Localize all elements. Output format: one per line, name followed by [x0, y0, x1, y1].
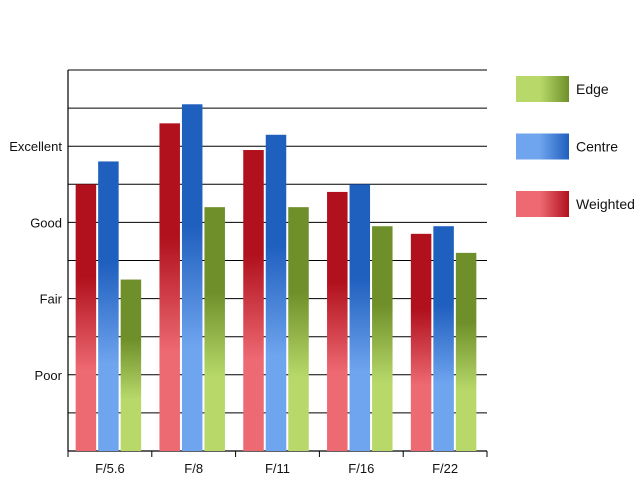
bar-centre-1 — [181, 104, 203, 451]
y-tick-label: Excellent — [9, 139, 62, 154]
y-tick-label: Good — [30, 215, 62, 230]
bar-edge-1 — [204, 207, 225, 451]
bars — [75, 104, 477, 452]
x-tick-label: F/8 — [184, 461, 203, 476]
x-tick-label: F/16 — [348, 461, 374, 476]
bar-edge-0 — [120, 279, 142, 451]
legend: Edge Centre Weighted — [516, 76, 635, 217]
legend-label-weighted: Weighted — [576, 196, 635, 212]
y-tick-label: Fair — [40, 292, 63, 307]
bar-edge-2 — [288, 207, 309, 451]
bar-weighted-2 — [243, 150, 264, 451]
x-tick-label: F/22 — [432, 461, 458, 476]
y-tick-label: Poor — [35, 368, 63, 383]
legend-swatch-centre — [516, 133, 569, 160]
bar-weighted-1 — [159, 123, 180, 451]
bar-centre-3 — [349, 184, 371, 452]
legend-swatch-weighted — [516, 191, 569, 217]
x-tick-label: F/11 — [265, 461, 290, 476]
bar-centre-4 — [433, 226, 454, 451]
bar-weighted-4 — [410, 233, 432, 451]
x-tick-label: F/5.6 — [95, 461, 125, 476]
bar-edge-3 — [372, 226, 393, 451]
legend-swatch-edge — [516, 76, 569, 102]
legend-label-edge: Edge — [576, 81, 609, 97]
y-tick-labels: Poor Fair Good Excellent — [9, 139, 62, 383]
bar-edge-4 — [455, 252, 477, 451]
bar-weighted-0 — [75, 184, 97, 452]
legend-label-centre: Centre — [576, 139, 618, 155]
x-tick-labels: F/5.6 F/8 F/11 F/16 F/22 — [67, 451, 488, 476]
bar-weighted-3 — [327, 191, 348, 452]
bar-centre-2 — [265, 134, 287, 451]
bar-centre-0 — [98, 161, 119, 451]
